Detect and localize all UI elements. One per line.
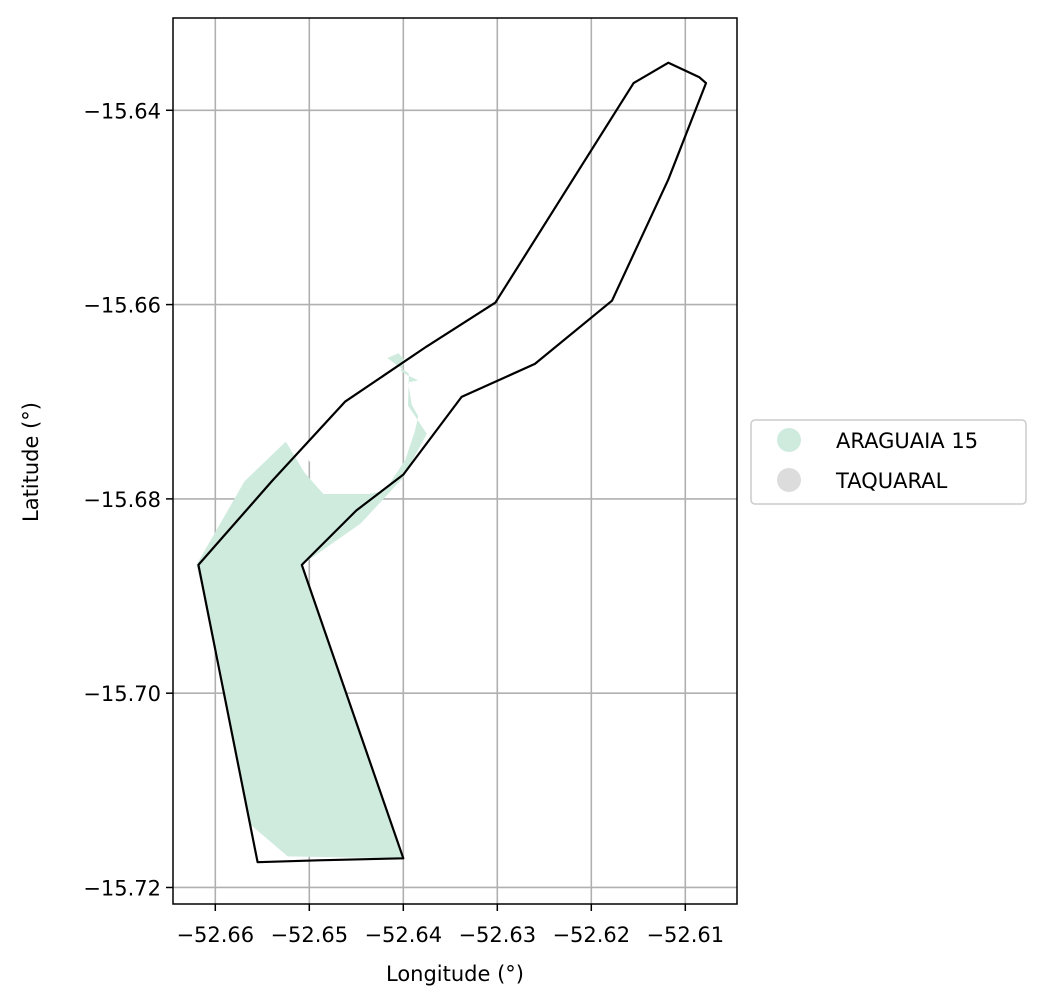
- legend-label-taquaral: TAQUARAL: [835, 469, 948, 493]
- y-tick-label: −15.64: [83, 99, 161, 123]
- y-tick-label: −15.72: [83, 876, 161, 900]
- y-tick-label: −15.70: [83, 682, 161, 706]
- y-tick-label: −15.68: [83, 488, 161, 512]
- legend-marker-taquaral: [777, 468, 801, 492]
- x-tick-label: −52.66: [176, 923, 254, 947]
- x-axis-ticks: −52.66 −52.65 −52.64 −52.63 −52.62 −52.61: [176, 904, 724, 947]
- x-tick-label: −52.64: [364, 923, 442, 947]
- grid-lines: [173, 18, 737, 904]
- polygon-layer: [196, 61, 708, 864]
- plot-frame: [172, 17, 738, 905]
- legend-label-araguaia-15: ARAGUAIA 15: [836, 429, 978, 453]
- legend-marker-araguaia-15: [777, 428, 801, 452]
- x-axis-label: Longitude (°): [386, 962, 524, 986]
- polygon-taquaral-outline: [197, 61, 708, 864]
- x-tick-label: −52.62: [552, 923, 630, 947]
- y-tick-label: −15.66: [83, 294, 161, 318]
- plot-area: [172, 17, 738, 905]
- legend-box: [750, 419, 1027, 505]
- y-axis-ticks: −15.64 −15.66 −15.68 −15.70 −15.72: [83, 99, 173, 900]
- polygon-araguaia-15: [196, 353, 427, 859]
- x-tick-label: −52.61: [646, 923, 724, 947]
- x-tick-label: −52.63: [458, 923, 536, 947]
- polygon-araguaia-15-holes: [301, 438, 378, 480]
- legend: ARAGUAIA 15 TAQUARAL: [750, 419, 1027, 505]
- y-axis-label: Latitude (°): [19, 402, 43, 522]
- x-tick-label: −52.65: [270, 923, 348, 947]
